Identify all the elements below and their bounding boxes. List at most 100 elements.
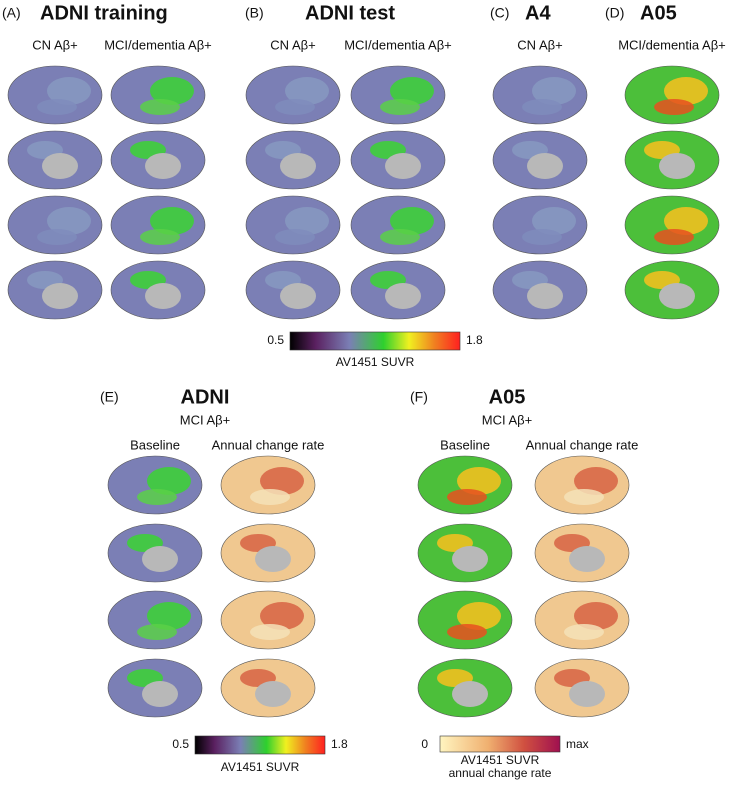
brain-region: [147, 467, 191, 495]
brain-region: [42, 153, 78, 179]
colorbar-max: 1.8: [466, 333, 483, 347]
colorbar-title: AV1451 SUVR: [461, 753, 540, 767]
brain-region: [47, 207, 91, 235]
panel-subtitle: MCI Aβ+: [180, 412, 230, 427]
brain-region: [664, 207, 708, 235]
brain-region: [250, 489, 290, 505]
brain-region: [145, 153, 181, 179]
brain-region: [569, 546, 605, 572]
brain-region: [569, 681, 605, 707]
labels: (A) ADNI training CN Aβ+ MCI/dementia Aβ…: [2, 2, 726, 780]
colorbar-min: 0.5: [267, 333, 284, 347]
brain-region: [150, 77, 194, 105]
brain-region: [532, 207, 576, 235]
brain-region: [37, 99, 77, 115]
colorbar: [289, 331, 461, 351]
panel-title: ADNI test: [305, 2, 395, 24]
colorbar-min: 0: [421, 737, 428, 751]
brain-region: [280, 153, 316, 179]
brain-region: [659, 153, 695, 179]
brain-region: [260, 467, 304, 495]
panel-title: ADNI: [181, 386, 230, 408]
brain-region: [380, 229, 420, 245]
colorbar-min: 0.5: [172, 737, 189, 751]
column-label: CN Aβ+: [517, 37, 562, 52]
column-label: MCI/dementia Aβ+: [618, 37, 726, 52]
brain-region: [447, 624, 487, 640]
brain-region: [654, 99, 694, 115]
brain-region: [142, 681, 178, 707]
brain-region: [457, 467, 501, 495]
brain-region: [447, 489, 487, 505]
brain-region: [150, 207, 194, 235]
panel-title: A05: [640, 2, 677, 24]
colorbar-subtitle: annual change rate: [449, 766, 552, 780]
brain-region: [147, 602, 191, 630]
brain-region: [42, 283, 78, 309]
brain-region: [380, 99, 420, 115]
brain-region: [275, 99, 315, 115]
brain-region: [659, 283, 695, 309]
column-label: Annual change rate: [212, 437, 325, 452]
brain-region: [452, 681, 488, 707]
brain-region: [255, 681, 291, 707]
brain-region: [140, 99, 180, 115]
brain-region: [285, 207, 329, 235]
panel-title: A05: [489, 386, 526, 408]
brain-region: [522, 99, 562, 115]
colorbar-max: max: [566, 737, 589, 751]
column-label: Baseline: [130, 437, 180, 452]
brain-region: [527, 153, 563, 179]
brain-region: [457, 602, 501, 630]
brain-region: [654, 229, 694, 245]
panel-subtitle: MCI Aβ+: [482, 412, 532, 427]
brain-region: [574, 467, 618, 495]
brain-region: [280, 283, 316, 309]
colorbar-title: AV1451 SUVR: [336, 355, 415, 369]
colorbar: [439, 735, 561, 753]
brain-region: [522, 229, 562, 245]
brain-region: [142, 546, 178, 572]
colorbar-title: AV1451 SUVR: [221, 760, 300, 774]
brain-region: [137, 624, 177, 640]
brain-region: [145, 283, 181, 309]
brain-region: [532, 77, 576, 105]
colorbar-max: 1.8: [331, 737, 348, 751]
column-label: MCI/dementia Aβ+: [104, 37, 212, 52]
column-label: Annual change rate: [526, 437, 639, 452]
brain-region: [664, 77, 708, 105]
column-label: Baseline: [440, 437, 490, 452]
panel-label: (E): [100, 389, 119, 405]
panel-label: (B): [245, 5, 264, 21]
brain-region: [390, 207, 434, 235]
colorbar: [194, 735, 326, 755]
brain-region: [452, 546, 488, 572]
brain-region: [275, 229, 315, 245]
column-label: CN Aβ+: [270, 37, 315, 52]
brain-region: [564, 489, 604, 505]
brain-region: [255, 546, 291, 572]
brain-region: [564, 624, 604, 640]
brain-region: [250, 624, 290, 640]
brain-region: [137, 489, 177, 505]
brain-region: [385, 153, 421, 179]
brain-region: [47, 77, 91, 105]
brain-region: [285, 77, 329, 105]
panel-label: (D): [605, 5, 624, 21]
brain-region: [390, 77, 434, 105]
column-label: CN Aβ+: [32, 37, 77, 52]
panel-title: A4: [525, 2, 551, 24]
panel-title: ADNI training: [40, 2, 168, 24]
panel-label: (C): [490, 5, 509, 21]
column-label: MCI/dementia Aβ+: [344, 37, 452, 52]
panel-label: (A): [2, 5, 21, 21]
brain-region: [385, 283, 421, 309]
brain-region: [527, 283, 563, 309]
panel-label: (F): [410, 389, 428, 405]
brain-region: [37, 229, 77, 245]
brain-region: [260, 602, 304, 630]
brain-region: [140, 229, 180, 245]
brain-maps: [7, 65, 720, 718]
brain-region: [574, 602, 618, 630]
